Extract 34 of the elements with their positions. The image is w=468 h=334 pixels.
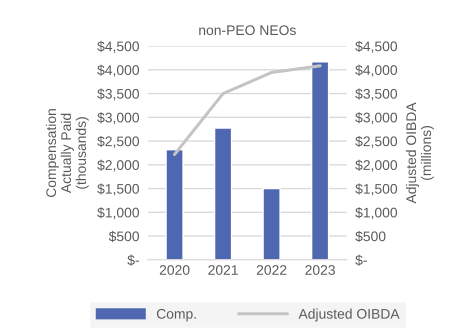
y2-tick-label: $4,500: [355, 40, 398, 53]
y2-tick-label: $-: [355, 254, 367, 266]
x-tick-label: 2022: [256, 265, 286, 275]
y2-tick-label: $1,000: [355, 207, 398, 220]
y-axis-title: Compensation Actually Paid (thousands): [46, 109, 89, 198]
y-tick-label: $4,000: [97, 64, 140, 77]
y2-tick-label: $3,500: [355, 88, 398, 100]
y2-axis-title: Adjusted OIBDA (millions): [406, 102, 434, 204]
y-tick-label: $1,500: [97, 183, 140, 196]
x-tick-label: 2023: [305, 265, 335, 275]
bar: [214, 127, 232, 260]
bar: [165, 148, 184, 260]
legend-label: Comp.: [156, 308, 196, 322]
y-tick-label: $2,500: [97, 136, 140, 148]
bar: [310, 61, 330, 260]
y-tick-label: $1,000: [97, 207, 140, 220]
bar: [262, 188, 281, 260]
x-tick-label: 2020: [160, 265, 190, 275]
line-series: [173, 64, 322, 156]
y-tick-label: $4,500: [97, 40, 140, 53]
y-tick-label: $2,000: [97, 160, 140, 172]
y2-tick-label: $3,000: [355, 112, 398, 124]
y-tick-label: $-: [127, 254, 139, 266]
y-tick-label: $3,500: [97, 88, 140, 100]
chart-title: non-PEO NEOs: [199, 25, 296, 36]
y2-tick-label: $2,500: [355, 136, 398, 148]
x-tick-label: 2021: [208, 265, 238, 275]
y2-tick-label: $500: [355, 230, 386, 242]
y2-tick-label: $4,000: [355, 64, 398, 77]
legend-label: Adjusted OIBDA: [298, 308, 400, 322]
y2-tick-label: $1,500: [355, 183, 398, 196]
y-tick-label: $500: [108, 230, 140, 242]
y-tick-label: $3,000: [97, 112, 140, 124]
y2-tick-label: $2,000: [355, 160, 398, 172]
